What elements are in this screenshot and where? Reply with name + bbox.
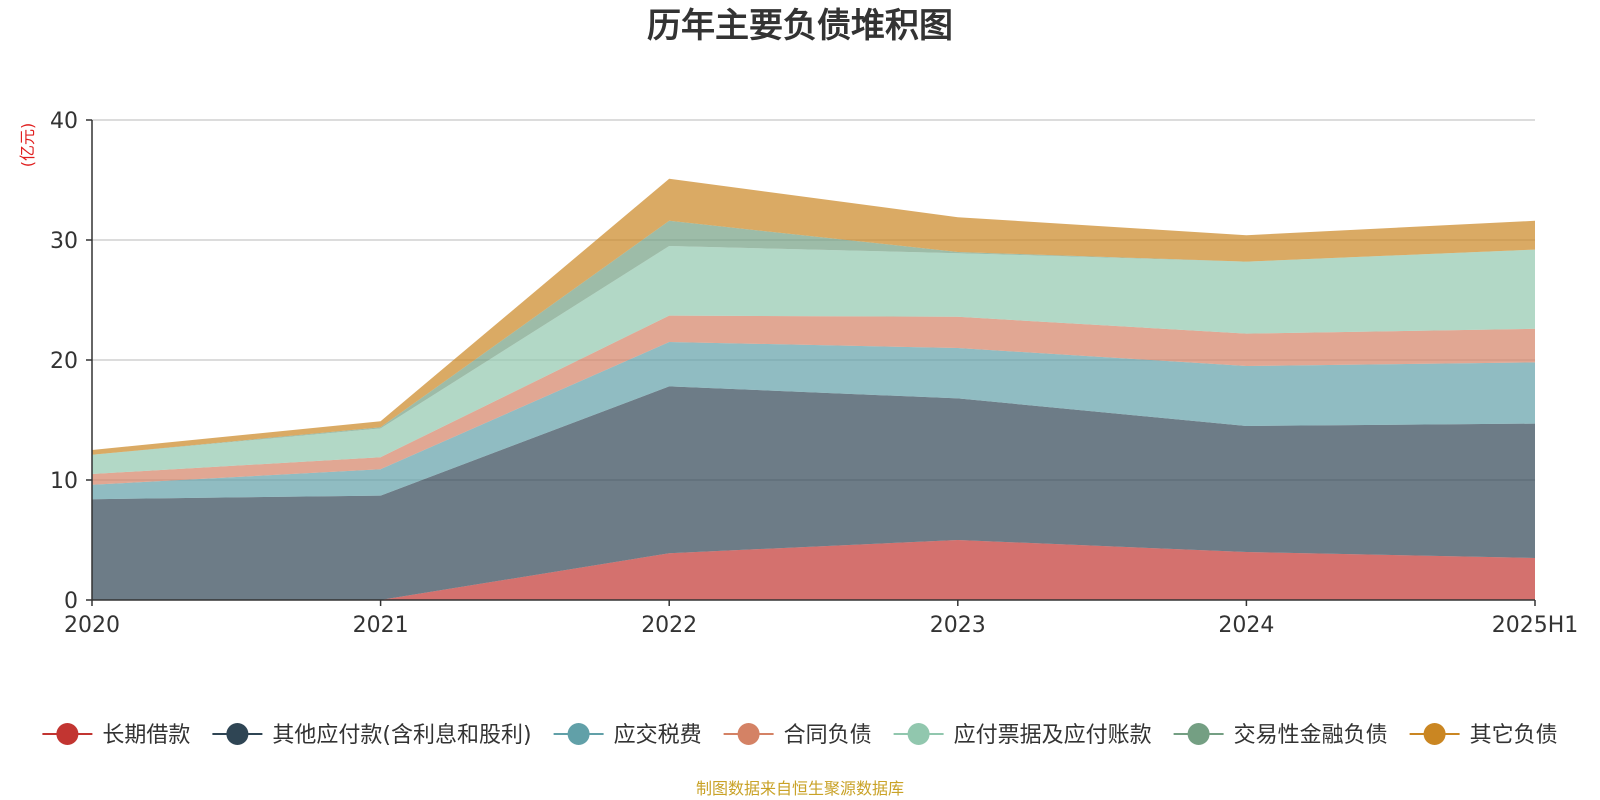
legend-item-0[interactable]: 长期借款 [42,723,190,748]
legend-marker [567,723,590,745]
x-tick-label: 2023 [930,613,986,638]
x-tick-label: 2024 [1218,613,1274,638]
legend-marker [1423,723,1446,745]
x-tick-label: 2025H1 [1492,613,1579,638]
legend-marker [737,723,760,745]
legend-item-6[interactable]: 其它负债 [1409,723,1558,748]
legend-label: 长期借款 [102,723,190,748]
legend-item-1[interactable]: 其他应付款(含利息和股利) [212,723,532,748]
legend-item-2[interactable]: 应交税费 [553,723,702,748]
area-series-0[interactable] [92,540,1535,600]
legend-label: 合同负债 [784,723,872,748]
x-tick-label: 2022 [641,613,697,638]
y-tick-label: 10 [50,469,78,494]
y-tick-labels: 0 10 20 30 40 [50,109,92,614]
legend-item-4[interactable]: 应付票据及应付账款 [893,723,1152,748]
area-series-3[interactable] [92,315,1535,485]
legend-item-5[interactable]: 交易性金融负债 [1173,723,1388,748]
x-tick-label: 2020 [64,613,120,638]
y-tick-label: 0 [64,589,78,614]
y-axis-unit-label: (亿元) [18,123,37,168]
legend-marker [1187,723,1210,745]
chart-title: 历年主要负债堆积图 [647,6,953,46]
x-tick-labels: 2020 2021 2022 2023 2024 2025H1 [64,600,1578,638]
area-series-1[interactable] [92,386,1535,600]
y-tick-label: 20 [50,349,78,374]
area-series-group [92,178,1535,600]
legend[interactable]: 长期借款 其他应付款(含利息和股利) 应交税费 合同负债 应付票据及应付账款 交易性金融负… [42,723,1558,748]
legend-item-3[interactable]: 合同负债 [723,723,872,748]
y-tick-label: 40 [50,109,78,134]
area-series-4[interactable] [92,246,1535,474]
legend-label: 交易性金融负债 [1234,723,1388,748]
legend-marker [226,723,249,745]
legend-label: 其他应付款(含利息和股利) [272,723,531,748]
legend-marker [56,723,79,745]
legend-label: 应交税费 [614,723,702,748]
x-tick-label: 2021 [353,613,409,638]
area-series-6[interactable] [92,178,1535,455]
legend-label: 其它负债 [1470,723,1558,748]
legend-marker [907,723,930,745]
legend-label: 应付票据及应付账款 [954,723,1152,748]
source-note: 制图数据来自恒生聚源数据库 [696,779,904,798]
area-series-2[interactable] [92,342,1535,500]
y-tick-label: 30 [50,229,78,254]
